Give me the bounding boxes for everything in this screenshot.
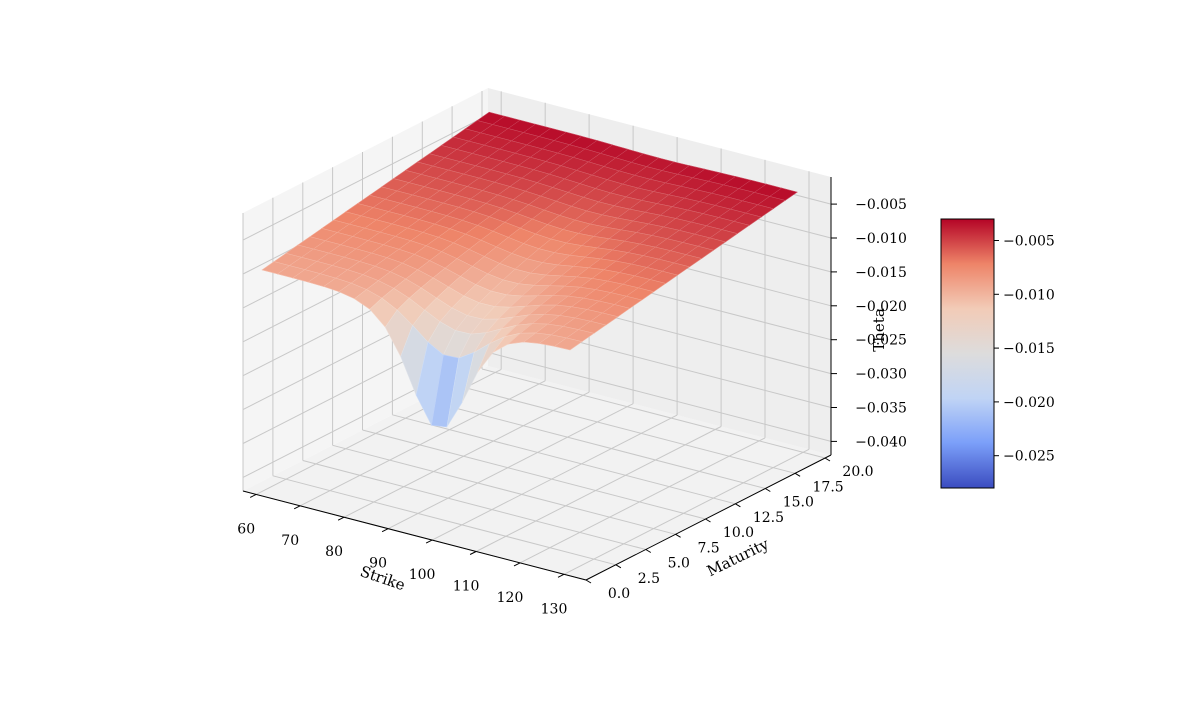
y-tick-label: 17.5 bbox=[813, 479, 844, 495]
y-tick-label: 2.5 bbox=[638, 571, 660, 587]
colorbar-tick-label: −0.020 bbox=[1003, 395, 1055, 411]
y-tick-mark bbox=[824, 457, 831, 462]
grid-line bbox=[481, 368, 826, 459]
y-tick-label: 15.0 bbox=[783, 495, 814, 511]
colorbar-tick-label: −0.015 bbox=[1003, 341, 1055, 357]
y-tick-label: 20.0 bbox=[842, 464, 873, 480]
y-tick-label: 10.0 bbox=[723, 525, 754, 541]
y-tick-mark bbox=[705, 518, 711, 523]
grid-line bbox=[422, 399, 766, 489]
x-tick-label: 110 bbox=[453, 579, 480, 595]
x-tick-mark bbox=[293, 505, 301, 510]
y-tick-mark bbox=[645, 549, 652, 553]
z-tick-label: −0.020 bbox=[855, 299, 907, 315]
colorbar-tick-label: −0.010 bbox=[1003, 287, 1055, 303]
grid-line bbox=[487, 351, 832, 442]
y-tick-mark bbox=[765, 488, 771, 492]
y-tick-mark bbox=[615, 564, 622, 569]
x-tick-mark bbox=[337, 516, 345, 521]
z-axis-label: Theta bbox=[870, 308, 888, 352]
z-tick-label: −0.015 bbox=[855, 265, 907, 281]
grid-line bbox=[392, 414, 736, 505]
x-tick-label: 100 bbox=[409, 567, 436, 583]
grid-line bbox=[563, 448, 810, 575]
z-tick-label: −0.025 bbox=[855, 333, 907, 349]
x-tick-mark bbox=[513, 562, 521, 567]
x-tick-mark bbox=[557, 573, 565, 578]
grid-line bbox=[475, 426, 722, 552]
colorbar-tick-label: −0.025 bbox=[1003, 449, 1055, 465]
z-tick-label: −0.040 bbox=[855, 434, 907, 450]
x-tick-mark bbox=[249, 493, 257, 498]
surface-patch bbox=[553, 337, 583, 351]
grid-line bbox=[387, 403, 634, 530]
x-tick-label: 90 bbox=[369, 556, 387, 572]
axes-lines: 60 70 80 90 100 110 120 130 0.0 2.5 5.0 7.510.012.5… bbox=[237, 177, 907, 617]
x-tick-label: 70 bbox=[281, 533, 299, 549]
y-tick-label: 12.5 bbox=[753, 510, 784, 526]
z-tick-label: −0.030 bbox=[855, 367, 907, 383]
x-tick-mark bbox=[381, 528, 389, 533]
y-axis-line bbox=[585, 454, 832, 581]
z-tick-label: −0.035 bbox=[855, 401, 907, 417]
grid-line bbox=[362, 429, 706, 520]
colorbar: −0.025 −0.020 −0.015 −0.010 −0.005 bbox=[940, 218, 1055, 489]
z-tick-label: −0.010 bbox=[855, 231, 907, 247]
grid-line bbox=[451, 383, 796, 474]
grid-line bbox=[332, 444, 676, 535]
x-tick-label: 60 bbox=[237, 521, 255, 537]
grid-line bbox=[272, 475, 617, 566]
y-tick-label: 5.0 bbox=[668, 556, 690, 572]
grid-line bbox=[299, 380, 546, 507]
grid-line bbox=[431, 414, 678, 541]
surface-patch-edge bbox=[554, 337, 583, 351]
x-tick-mark bbox=[469, 551, 477, 555]
y-tick-label: 0.0 bbox=[608, 586, 630, 602]
surface-plot bbox=[261, 111, 798, 428]
grid-line bbox=[519, 437, 766, 564]
colorbar-gradient bbox=[940, 218, 995, 489]
colorbar-tick-label: −0.005 bbox=[1003, 234, 1055, 250]
y-tick-mark bbox=[794, 472, 801, 477]
grid-line bbox=[242, 114, 489, 241]
x-tick-mark bbox=[425, 539, 433, 544]
grid-line bbox=[302, 460, 646, 550]
x-tick-label: 120 bbox=[497, 590, 524, 606]
x-tick-label: 130 bbox=[541, 601, 568, 617]
z-tick-label: −0.005 bbox=[855, 197, 907, 213]
grid-line bbox=[343, 391, 590, 518]
y-tick-mark bbox=[675, 533, 681, 538]
y-tick-mark bbox=[735, 503, 741, 508]
y-tick-label: 7.5 bbox=[697, 540, 719, 556]
y-tick-mark bbox=[585, 579, 592, 584]
x-tick-label: 80 bbox=[325, 544, 343, 560]
floor-pane bbox=[243, 366, 831, 580]
